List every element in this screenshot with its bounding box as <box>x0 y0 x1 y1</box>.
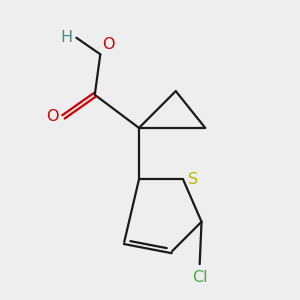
Text: S: S <box>188 172 198 187</box>
Text: Cl: Cl <box>192 270 208 285</box>
Text: O: O <box>102 38 115 52</box>
Text: H: H <box>61 30 73 45</box>
Text: O: O <box>46 110 59 124</box>
